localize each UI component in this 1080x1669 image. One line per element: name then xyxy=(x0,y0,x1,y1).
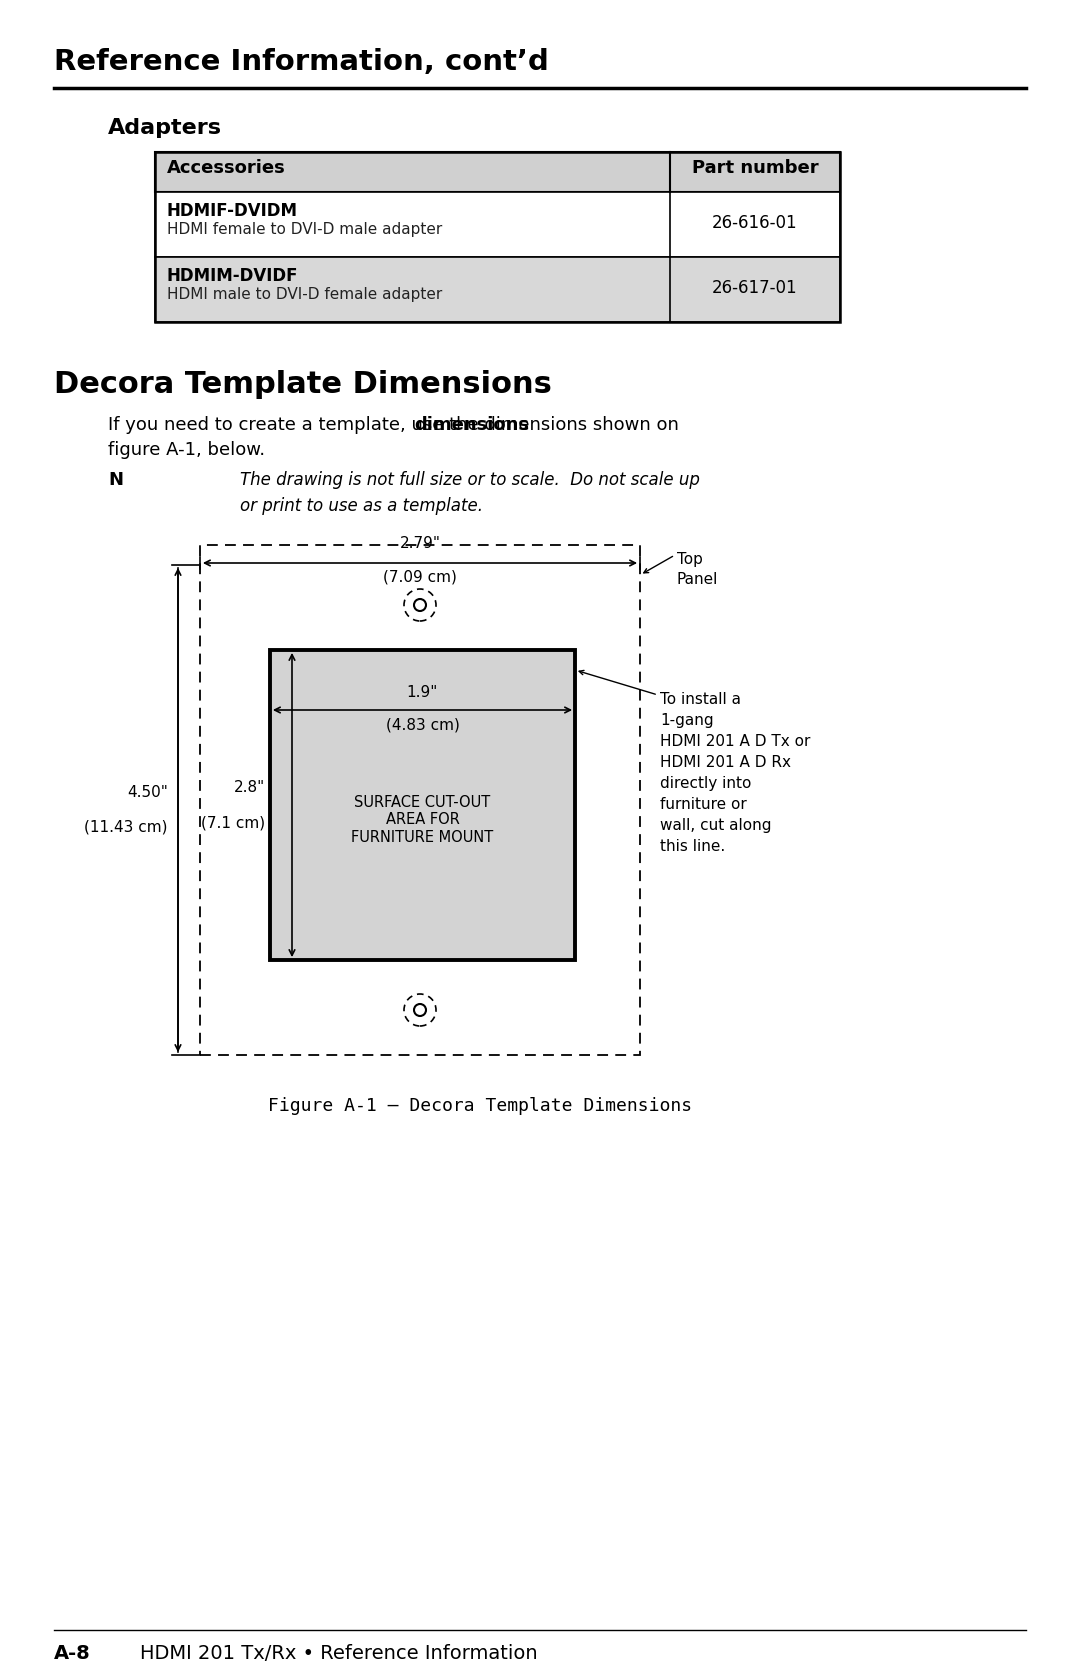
Text: HDMI female to DVI-D male adapter: HDMI female to DVI-D male adapter xyxy=(167,222,442,237)
Text: 2.8": 2.8" xyxy=(233,779,265,794)
Text: N: N xyxy=(108,471,123,489)
Bar xyxy=(156,257,840,322)
Text: Figure A-1 — Decora Template Dimensions: Figure A-1 — Decora Template Dimensions xyxy=(268,1097,692,1115)
Text: Reference Information, cont’d: Reference Information, cont’d xyxy=(54,48,549,77)
Text: To install a
1-gang
HDMI 201 A D Tx or
HDMI 201 A D Rx
directly into
furniture o: To install a 1-gang HDMI 201 A D Tx or H… xyxy=(660,693,810,855)
Text: The drawing is not full size or to scale.  Do not scale up
or print to use as a : The drawing is not full size or to scale… xyxy=(240,471,700,514)
Text: (7.1 cm): (7.1 cm) xyxy=(201,814,265,829)
Text: A-8: A-8 xyxy=(54,1644,91,1662)
Text: SURFACE CUT-OUT
AREA FOR
FURNITURE MOUNT: SURFACE CUT-OUT AREA FOR FURNITURE MOUNT xyxy=(351,794,494,845)
Text: dimensions: dimensions xyxy=(414,416,529,434)
Text: If you need to create a template, use the dimensions shown on
figure A-1, below.: If you need to create a template, use th… xyxy=(108,416,679,459)
Bar xyxy=(200,546,640,1055)
Text: (4.83 cm): (4.83 cm) xyxy=(386,718,459,733)
Text: Accessories: Accessories xyxy=(167,159,286,177)
Bar xyxy=(270,649,575,960)
Text: HDMIM-DVIDF: HDMIM-DVIDF xyxy=(167,267,298,285)
Bar xyxy=(156,152,840,192)
Text: Part number: Part number xyxy=(691,159,819,177)
Text: HDMI male to DVI-D female adapter: HDMI male to DVI-D female adapter xyxy=(167,287,442,302)
Bar xyxy=(156,192,840,257)
Text: (7.09 cm): (7.09 cm) xyxy=(383,569,457,584)
Text: 4.50": 4.50" xyxy=(127,784,168,799)
Text: HDMI 201 Tx/Rx • Reference Information: HDMI 201 Tx/Rx • Reference Information xyxy=(140,1644,538,1662)
Text: 1.9": 1.9" xyxy=(407,684,438,699)
Text: 26-616-01: 26-616-01 xyxy=(712,214,798,232)
Text: (11.43 cm): (11.43 cm) xyxy=(84,819,168,834)
Text: 26-617-01: 26-617-01 xyxy=(712,279,798,297)
Text: Top
Panel: Top Panel xyxy=(677,552,718,587)
Text: Adapters: Adapters xyxy=(108,118,222,139)
Text: Decora Template Dimensions: Decora Template Dimensions xyxy=(54,371,552,399)
Bar xyxy=(156,152,840,322)
Text: 2.79": 2.79" xyxy=(400,536,441,551)
Text: HDMIF-DVIDM: HDMIF-DVIDM xyxy=(167,202,298,220)
